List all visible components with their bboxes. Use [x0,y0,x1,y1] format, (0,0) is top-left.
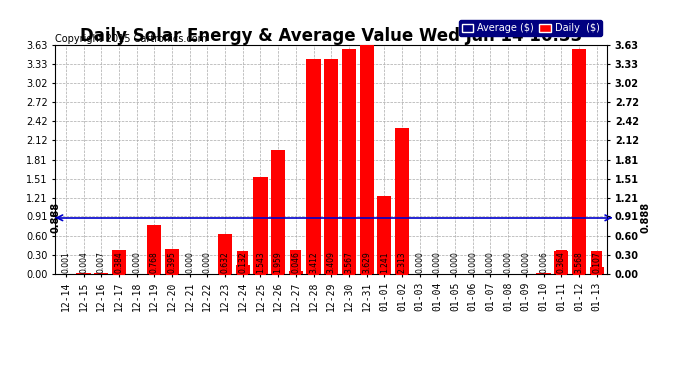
Text: 0.006: 0.006 [539,252,548,273]
Bar [572,49,586,274]
Text: 0.004: 0.004 [79,252,88,273]
Bar [165,249,179,274]
Legend: Average ($), Daily  ($): Average ($), Daily ($) [459,20,602,36]
Text: 0.107: 0.107 [592,252,601,273]
Bar [342,49,356,274]
Text: 0.000: 0.000 [469,252,477,273]
Text: 0.000: 0.000 [522,252,531,273]
Bar [147,225,161,274]
Bar [236,266,250,274]
Text: 1.543: 1.543 [256,252,265,273]
Title: Daily Solar Energy & Average Value Wed Jan 14 16:33: Daily Solar Energy & Average Value Wed J… [80,27,582,45]
Bar [306,59,321,274]
Bar [554,251,569,274]
Text: 0.000: 0.000 [185,252,194,273]
Text: 0.888: 0.888 [641,202,651,233]
Text: 0.000: 0.000 [433,252,442,273]
Text: 0.007: 0.007 [97,252,106,273]
Bar [377,195,391,274]
Bar [94,273,108,274]
Text: 0.364: 0.364 [557,252,566,273]
Bar [589,267,604,274]
Text: 3.412: 3.412 [309,252,318,273]
Text: 0.888: 0.888 [50,202,61,233]
Text: 0.632: 0.632 [221,252,230,273]
Text: 0.395: 0.395 [168,252,177,273]
Text: 3.568: 3.568 [574,252,583,273]
Text: 0.000: 0.000 [203,252,212,273]
Text: 0.384: 0.384 [115,252,124,273]
Bar [218,234,232,274]
Text: 0.000: 0.000 [132,252,141,273]
Text: 3.409: 3.409 [326,252,336,273]
Bar [271,150,285,274]
Bar [395,128,409,274]
Text: 0.000: 0.000 [486,252,495,273]
Text: 0.768: 0.768 [150,252,159,273]
Bar [288,271,303,274]
Text: 3.629: 3.629 [362,252,371,273]
Text: 0.000: 0.000 [451,252,460,273]
Text: 0.000: 0.000 [504,252,513,273]
Text: 1.959: 1.959 [274,252,283,273]
Bar [359,45,374,274]
Text: 3.567: 3.567 [344,252,353,273]
Text: 0.132: 0.132 [238,252,247,273]
Bar [253,177,268,274]
Bar [112,249,126,274]
Text: 0.001: 0.001 [61,252,70,273]
Text: 1.241: 1.241 [380,252,388,273]
Bar [536,273,551,274]
Text: Copyright 2015 Cartronics.com: Copyright 2015 Cartronics.com [55,34,207,44]
Bar [324,59,338,274]
Text: 0.046: 0.046 [291,252,300,273]
Text: 2.313: 2.313 [397,252,406,273]
Text: 0.000: 0.000 [415,252,424,273]
